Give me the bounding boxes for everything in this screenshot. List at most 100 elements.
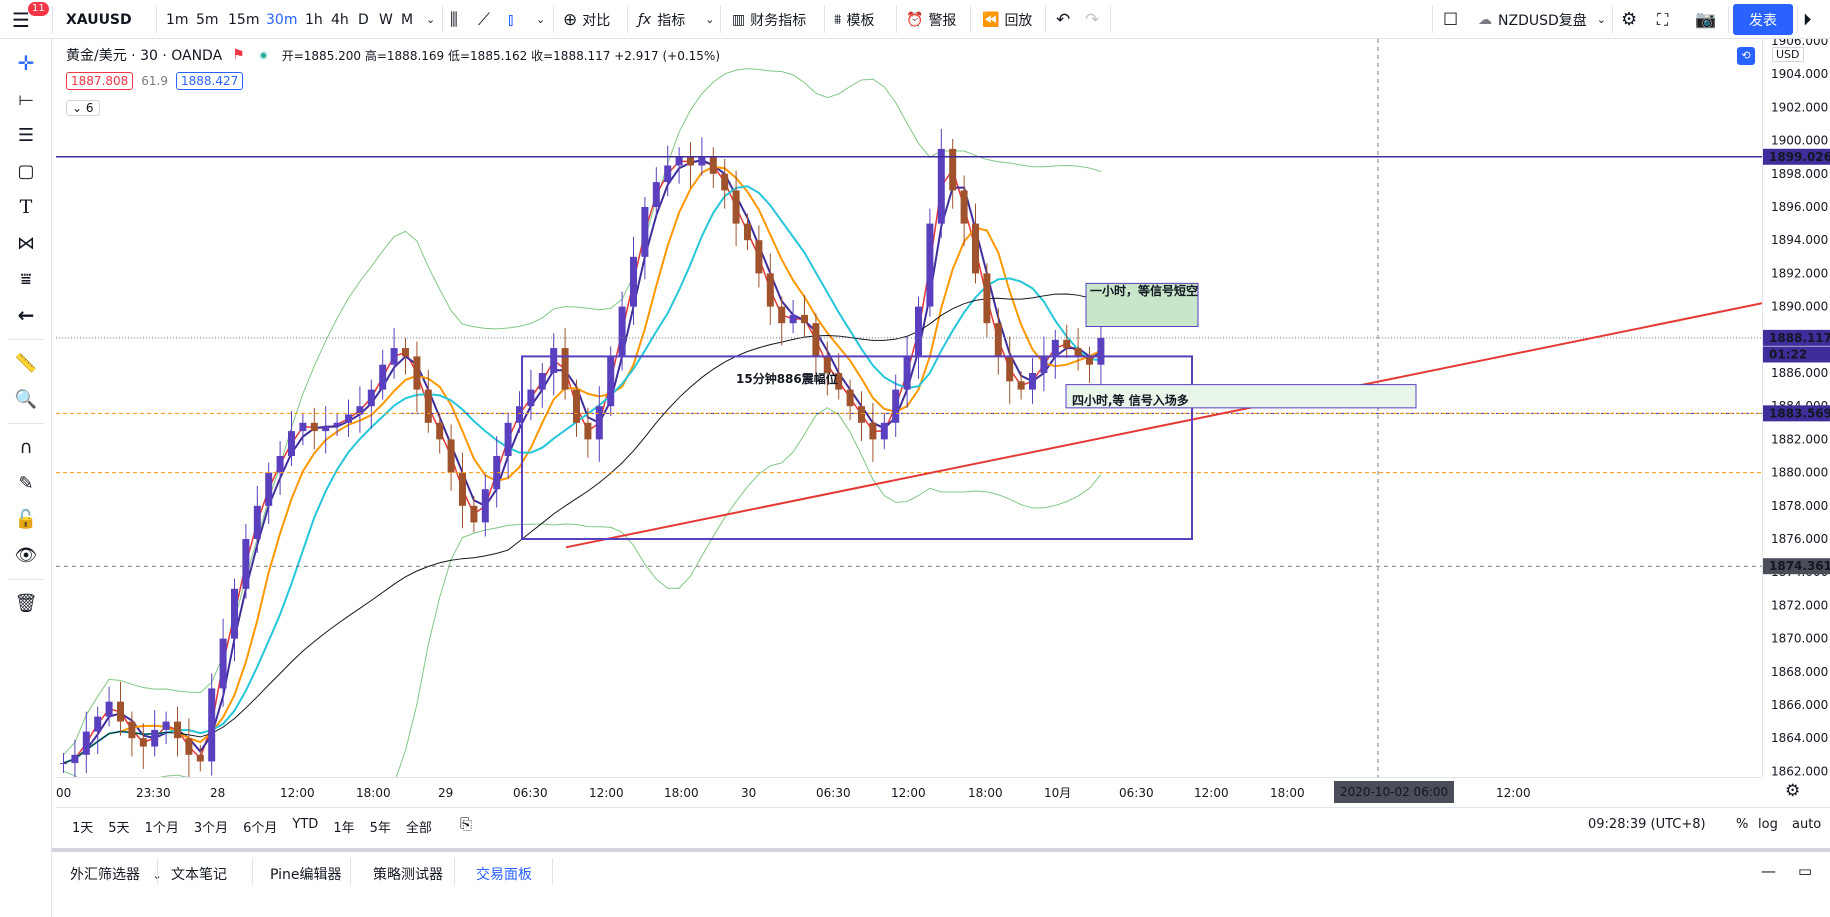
price-scale[interactable]: 1906.000 1904.000 1902.000 1900.000 1898.000… [1762, 34, 1830, 778]
layout-selector[interactable]: ☁ NZDUSD复盘 ⌄ [1478, 11, 1606, 29]
tab-text-notes[interactable]: 文本笔记 [171, 867, 227, 883]
time-tick-label: 23:30 [136, 786, 171, 800]
rectangle-shape-icon[interactable]: ▢ [17, 160, 35, 182]
back-arrow-icon[interactable]: ← [17, 303, 35, 327]
log-toggle[interactable]: log [1758, 817, 1778, 832]
interval-1m[interactable]: 1m [166, 11, 189, 28]
indicators-collapse-toggle[interactable]: ⌄ 6 [66, 100, 100, 116]
chart-pane[interactable]: 15分钟886震幅位 一小时，等信号短空 四小时,等 信号入场多 [56, 39, 1763, 888]
candle-body [481, 489, 489, 523]
candles-style-icon[interactable]: ⫾ [508, 9, 514, 30]
interval-30m[interactable]: 30m [266, 11, 298, 28]
camera-icon[interactable]: 📷 [1695, 9, 1717, 30]
auto-toggle[interactable]: auto [1792, 817, 1822, 832]
range-6m[interactable]: 6个月 [243, 821, 278, 836]
range-3m[interactable]: 3个月 [193, 821, 229, 836]
bid-price-button[interactable]: 1887.808 [66, 72, 134, 90]
price-tick-label: 1870.000 [1771, 632, 1828, 646]
trend-line-icon[interactable]: ⟝ [18, 88, 34, 110]
interval-1h[interactable]: 1h [305, 11, 323, 28]
publish-button[interactable]: 发表 [1733, 4, 1793, 35]
replay-button[interactable]: ⏪ 回放 [982, 11, 1033, 29]
clock-display[interactable]: 09:28:39 (UTC+8) [1588, 817, 1706, 832]
candle-body [721, 173, 729, 191]
maximize-panel-icon[interactable]: ▭ [1798, 862, 1813, 880]
auto-scale-icon[interactable]: ⟲ [1737, 47, 1755, 65]
candle-body [208, 688, 216, 762]
range-all[interactable]: 全部 [405, 821, 432, 836]
percent-toggle[interactable]: % [1736, 817, 1749, 832]
menu-button[interactable]: ☰ 11 [12, 0, 49, 39]
candle-body [447, 439, 455, 473]
line-style-icon[interactable]: ⟋ [478, 9, 490, 30]
range-1d[interactable]: 1天 [72, 821, 94, 836]
top-toolbar: ☰ 11 XAUUSD 1m 5m 15m 30m 1h 4h D W M ⌄ … [0, 0, 1830, 39]
candle-body [698, 157, 706, 166]
time-tick-label: 00 [56, 786, 71, 800]
fullscreen-box-icon[interactable]: ☐ [1443, 9, 1459, 30]
price-tick-label: 1866.000 [1771, 698, 1828, 712]
candle-body [949, 148, 957, 191]
axis-settings-gear-icon[interactable]: ⚙ [1785, 781, 1801, 801]
range-1m[interactable]: 1个月 [144, 821, 179, 836]
minimize-panel-icon[interactable]: — [1761, 862, 1776, 880]
interval-15m[interactable]: 15m [228, 11, 260, 28]
undo-icon[interactable]: ↶ [1056, 9, 1071, 30]
currency-label[interactable]: USD [1772, 47, 1804, 62]
zoom-in-icon[interactable]: 🔍 [14, 388, 38, 410]
flag-icon[interactable]: ⚑ [232, 47, 245, 63]
tab-trading-panel[interactable]: 交易面板 [476, 867, 532, 883]
interval-4h[interactable]: 4h [331, 11, 349, 28]
alert-button[interactable]: ⏰ 警报 [906, 11, 957, 29]
tab-forex-screener[interactable]: 外汇筛选器 ⌄ [70, 864, 162, 884]
range-5y[interactable]: 5年 [369, 821, 391, 836]
candle-body [219, 638, 227, 689]
candle-body [151, 729, 159, 747]
ask-price-button[interactable]: 1888.427 [175, 72, 244, 90]
range-1y[interactable]: 1年 [333, 821, 355, 836]
time-tick-label: 06:30 [513, 786, 548, 800]
crosshair-cursor-icon[interactable]: ✛ [17, 51, 35, 75]
prediction-tool-icon[interactable]: ⩸ [20, 268, 32, 290]
short-signal-box [1085, 282, 1199, 328]
time-axis[interactable]: 00 23:30 28 12:00 18:00 29 06:30 12:00 18:00 30 06… [56, 777, 1762, 807]
text-tool-icon[interactable]: T [19, 196, 33, 218]
redo-icon[interactable]: ↷ [1085, 9, 1100, 30]
trash-icon[interactable]: 🗑 [14, 592, 38, 614]
indicators-button[interactable]: ƒx 指标 ⌄ [638, 11, 715, 29]
tab-pine-editor[interactable]: Pine编辑器 [270, 867, 342, 883]
interval-d[interactable]: D [358, 11, 369, 28]
financials-button[interactable]: ▥ 财务指标 [732, 11, 807, 29]
interval-5m[interactable]: 5m [196, 11, 219, 28]
symbol-title[interactable]: 黄金/美元 · 30 · OANDA [66, 48, 223, 64]
date-range-icon[interactable]: ⎘ [460, 815, 473, 833]
candle-body [584, 422, 592, 440]
range-5d[interactable]: 5天 [108, 821, 130, 836]
pattern-tool-icon[interactable]: ⋈ [17, 232, 35, 254]
symbol-search[interactable]: XAUUSD [66, 11, 132, 28]
interval-m[interactable]: M [401, 11, 414, 28]
expand-icon[interactable]: ⛶ [1657, 9, 1669, 29]
templates-button[interactable]: ⩩ 模板 [834, 11, 875, 29]
compare-button[interactable]: ⊕ 对比 [563, 9, 611, 30]
unlock-icon[interactable]: 🔓 [14, 508, 38, 530]
interval-w[interactable]: W [379, 11, 393, 28]
ruler-icon[interactable]: 📏 [14, 352, 38, 374]
magnet-icon[interactable]: ∩ [19, 436, 33, 458]
play-circle-icon[interactable]: ⏵ [1803, 9, 1812, 30]
price-label-support: 1883.569 [1769, 406, 1830, 420]
hamburger-icon: ☰ [12, 7, 30, 32]
bars-style-icon[interactable]: ⫼ [450, 9, 458, 30]
fib-retracement-icon[interactable]: ☰ [17, 124, 35, 146]
price-label-support-bg [1763, 405, 1830, 422]
lock-pencil-icon[interactable]: ✎ [18, 472, 34, 494]
candle-body [105, 701, 113, 717]
chart-style-dropdown-icon[interactable]: ⌄ [536, 13, 546, 26]
intervals-dropdown-icon[interactable]: ⌄ [426, 13, 436, 26]
eye-icon[interactable]: 👁 [14, 544, 38, 566]
short-signal-label: 一小时，等信号短空 [1090, 283, 1198, 298]
range-ytd[interactable]: YTD [292, 817, 319, 832]
settings-gear-icon[interactable]: ⚙ [1621, 9, 1638, 30]
tab-strategy-tester[interactable]: 策略测试器 [373, 867, 443, 883]
